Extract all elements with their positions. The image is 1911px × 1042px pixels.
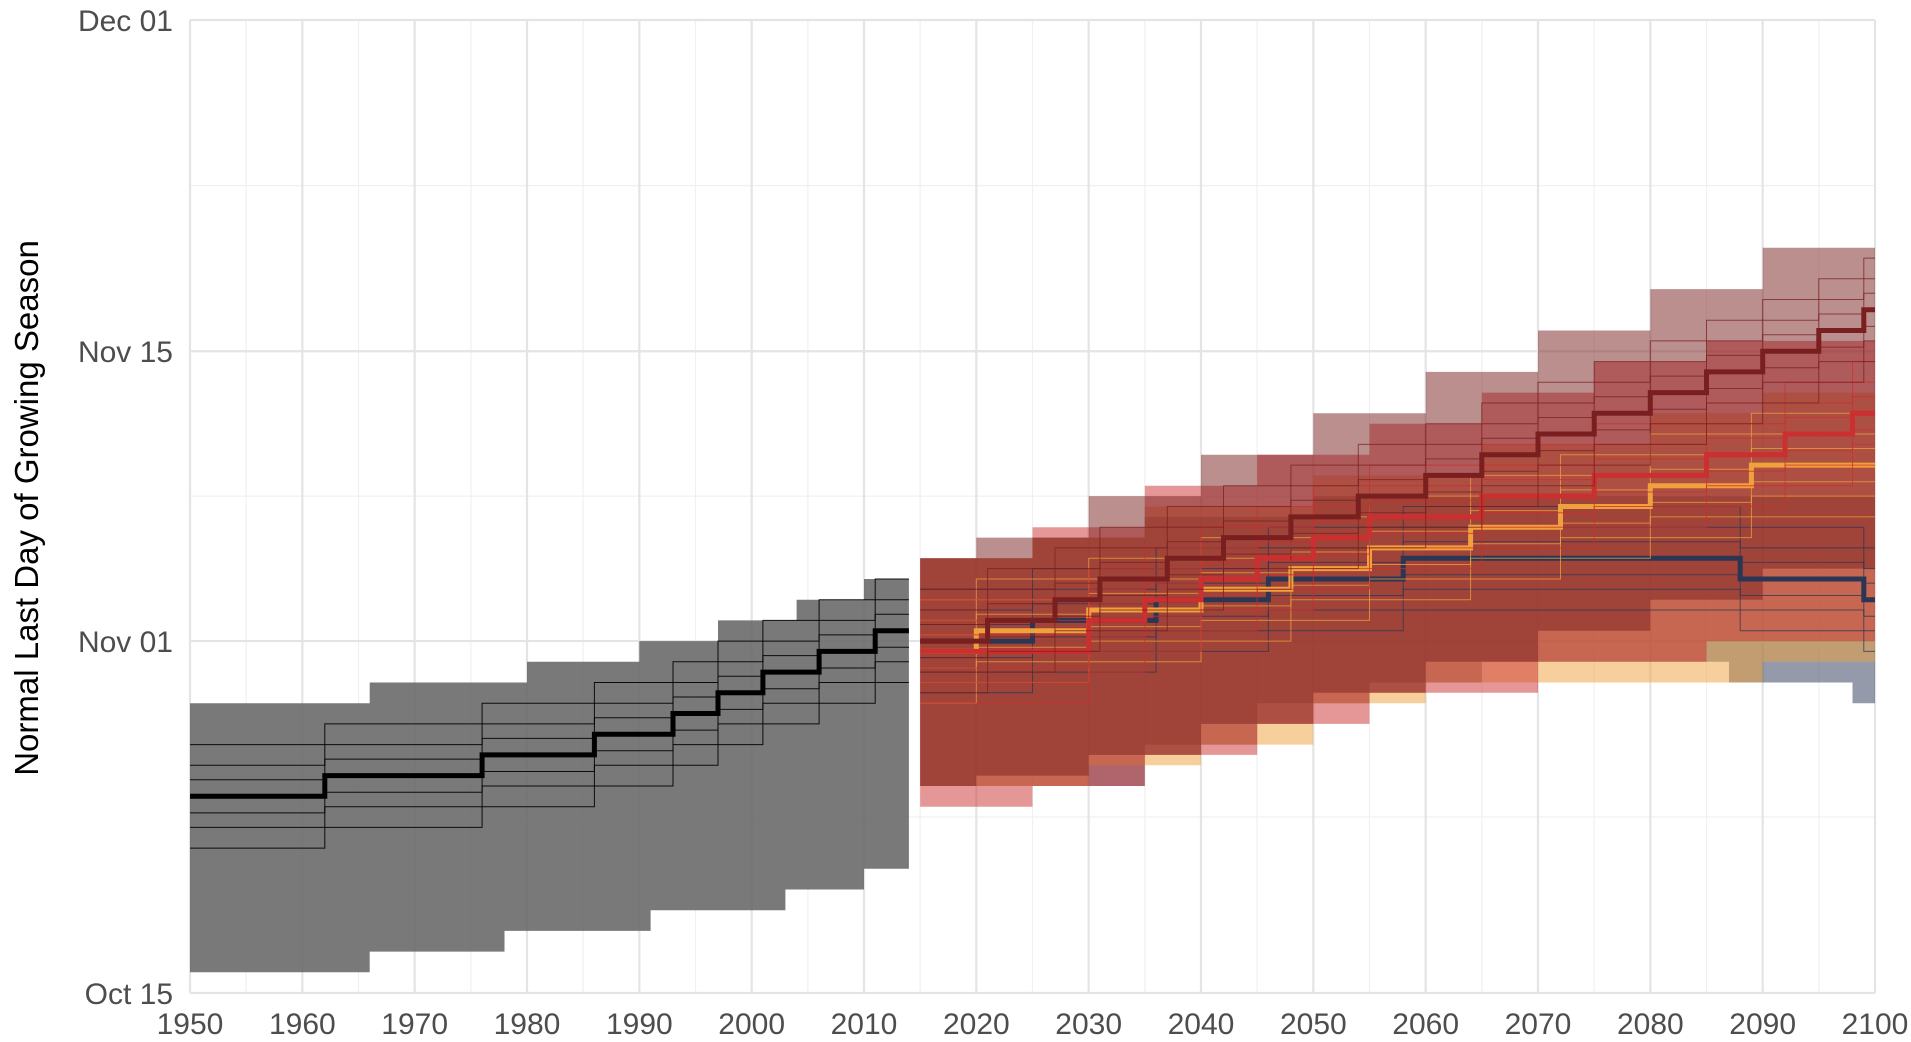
y-tick-label: Oct 15	[85, 978, 173, 1011]
series-member-line	[190, 682, 909, 849]
series-member-line	[190, 661, 909, 828]
y-tick-labels: Oct 15 Nov 01 Nov 15 Dec 01	[78, 5, 173, 1011]
x-tick-labels: 1950 1960 1970 1980 1990 2000 2010 2020 2030 2040…	[157, 1008, 1909, 1041]
x-tick-label: 2040	[1168, 1008, 1235, 1041]
x-tick-label: 2090	[1729, 1008, 1796, 1041]
x-tick-label: 2050	[1280, 1008, 1347, 1041]
y-axis-label: Normal Last Day of Growing Season	[8, 240, 45, 776]
x-tick-label: 1970	[381, 1008, 448, 1041]
series-member-line	[920, 325, 1875, 659]
series-member-line	[190, 599, 909, 766]
series-member-line	[920, 257, 1875, 590]
x-tick-label: 2030	[1055, 1008, 1122, 1041]
series-member-line	[920, 361, 1875, 601]
y-tick-label: Dec 01	[78, 5, 173, 38]
x-tick-label: 2070	[1505, 1008, 1572, 1041]
series-line-0	[190, 628, 909, 799]
x-tick-label: 2060	[1392, 1008, 1459, 1041]
series-member-line	[920, 464, 1875, 704]
line-layer	[190, 257, 1875, 849]
series-member-line	[190, 578, 909, 746]
x-tick-label: 1960	[269, 1008, 336, 1041]
y-tick-label: Nov 01	[78, 626, 173, 659]
x-tick-label: 1950	[157, 1008, 224, 1041]
series-band-0	[190, 579, 909, 973]
x-tick-label: 1980	[494, 1008, 561, 1041]
x-tick-label: 2100	[1842, 1008, 1909, 1041]
series-member-line	[920, 340, 1875, 673]
series-member-line	[920, 361, 1875, 694]
series-line-4	[920, 307, 1875, 644]
x-tick-label: 2080	[1617, 1008, 1684, 1041]
x-tick-label: 1990	[606, 1008, 673, 1041]
x-tick-label: 2010	[831, 1008, 898, 1041]
x-tick-label: 2020	[943, 1008, 1010, 1041]
x-tick-label: 2000	[718, 1008, 785, 1041]
series-member-line	[920, 278, 1875, 611]
y-tick-label: Nov 15	[78, 336, 173, 369]
series-member-line	[920, 292, 1875, 625]
series-member-line	[190, 646, 909, 814]
series-member-line	[190, 613, 909, 781]
